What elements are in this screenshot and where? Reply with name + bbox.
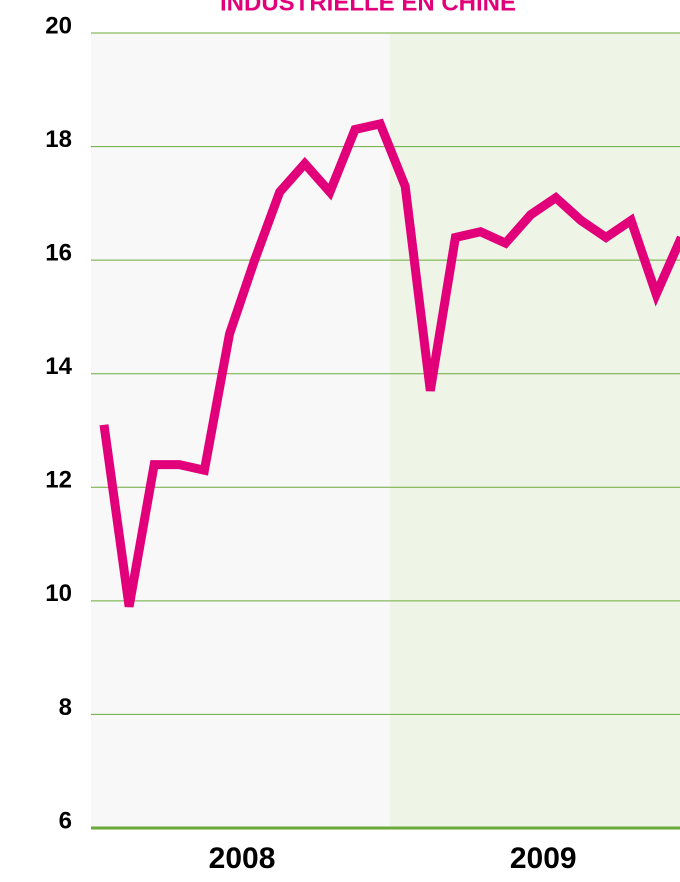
y-tick-label: 8 [59,694,72,721]
line-series [99,118,680,608]
y-tick-label: 18 [45,126,72,153]
y-tick-label: 12 [45,467,72,494]
y-tick-label: 6 [59,807,72,834]
y-tick-label: 14 [45,353,72,380]
y-tick-label: 20 [45,12,72,39]
panel-2009 [390,33,680,828]
chart-title: INDUSTRIELLE EN CHINE [220,0,516,16]
x-group-label: 2008 [209,842,276,875]
x-group-label: 2009 [510,842,577,875]
y-tick-label: 10 [45,580,72,607]
y-tick-label: 16 [45,239,72,266]
